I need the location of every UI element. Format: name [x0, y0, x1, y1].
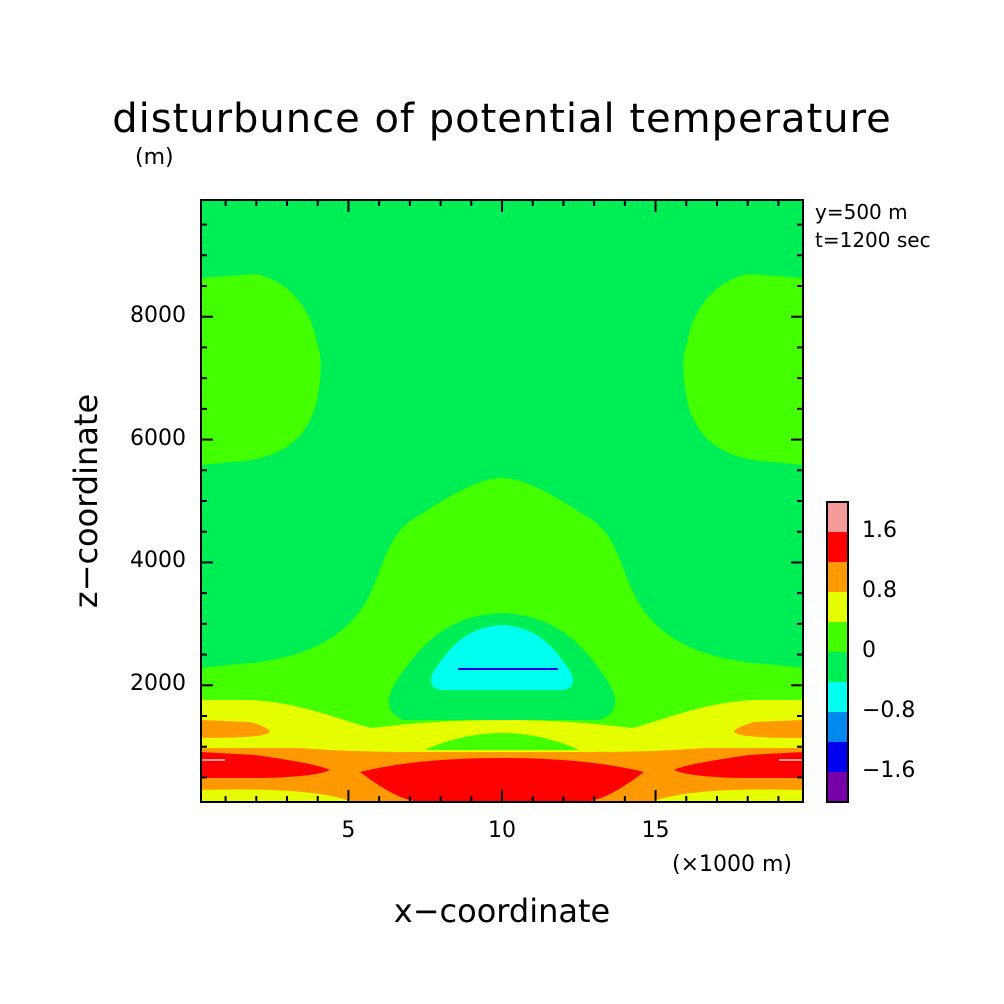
colorbar-swatch: [827, 772, 848, 802]
colorbar-label: −0.8: [862, 698, 916, 723]
y-tick-label: 4000: [130, 548, 186, 574]
colorbar-swatch: [827, 502, 848, 532]
y-tick-label: 8000: [130, 302, 186, 328]
y-tick-label: 6000: [130, 425, 186, 451]
x-tick-label: 5: [341, 818, 356, 843]
colorbar-swatch: [827, 742, 848, 772]
axis-ticks: [201, 200, 803, 802]
annotation-y: y=500 m: [815, 200, 908, 224]
colorbar-label: 0.8: [862, 578, 897, 603]
region-central-cold-core: [430, 625, 574, 690]
colorbar-label: −1.6: [862, 758, 916, 783]
region-green-wedge: [425, 733, 579, 750]
colorbar-swatch: [827, 592, 848, 622]
x-tick-label: 15: [641, 818, 670, 843]
y-tick-label: 2000: [130, 671, 186, 697]
colorbar: [826, 501, 849, 803]
x-tick-label: 10: [488, 818, 516, 843]
annotation-t: t=1200 sec: [815, 228, 931, 252]
colorbar-swatch: [827, 712, 848, 742]
colorbar-swatch: [827, 622, 848, 652]
colorbar-frame: [826, 501, 849, 803]
region-red-left: [201, 752, 330, 778]
region-side-orange-right: [734, 720, 803, 738]
region-red-right: [674, 752, 803, 778]
colorbar-swatch: [827, 682, 848, 712]
region-upper-right-lobe: [683, 274, 803, 465]
colorbar-swatch: [827, 652, 848, 682]
colorbar-label: 0: [862, 638, 876, 663]
x-unit-label: (×1000 m): [672, 852, 793, 877]
z-unit-label: (m): [135, 145, 174, 170]
region-upper-left-lobe: [201, 274, 321, 465]
region-red-center: [360, 758, 644, 802]
chart-title: disturbunce of potential temperature: [112, 96, 892, 142]
colorbar-label: 1.6: [862, 518, 897, 543]
region-side-orange-left: [201, 720, 270, 738]
x-axis-label: x−coordinate: [393, 892, 611, 930]
colorbar-swatch: [827, 562, 848, 592]
colorbar-swatch: [827, 532, 848, 562]
